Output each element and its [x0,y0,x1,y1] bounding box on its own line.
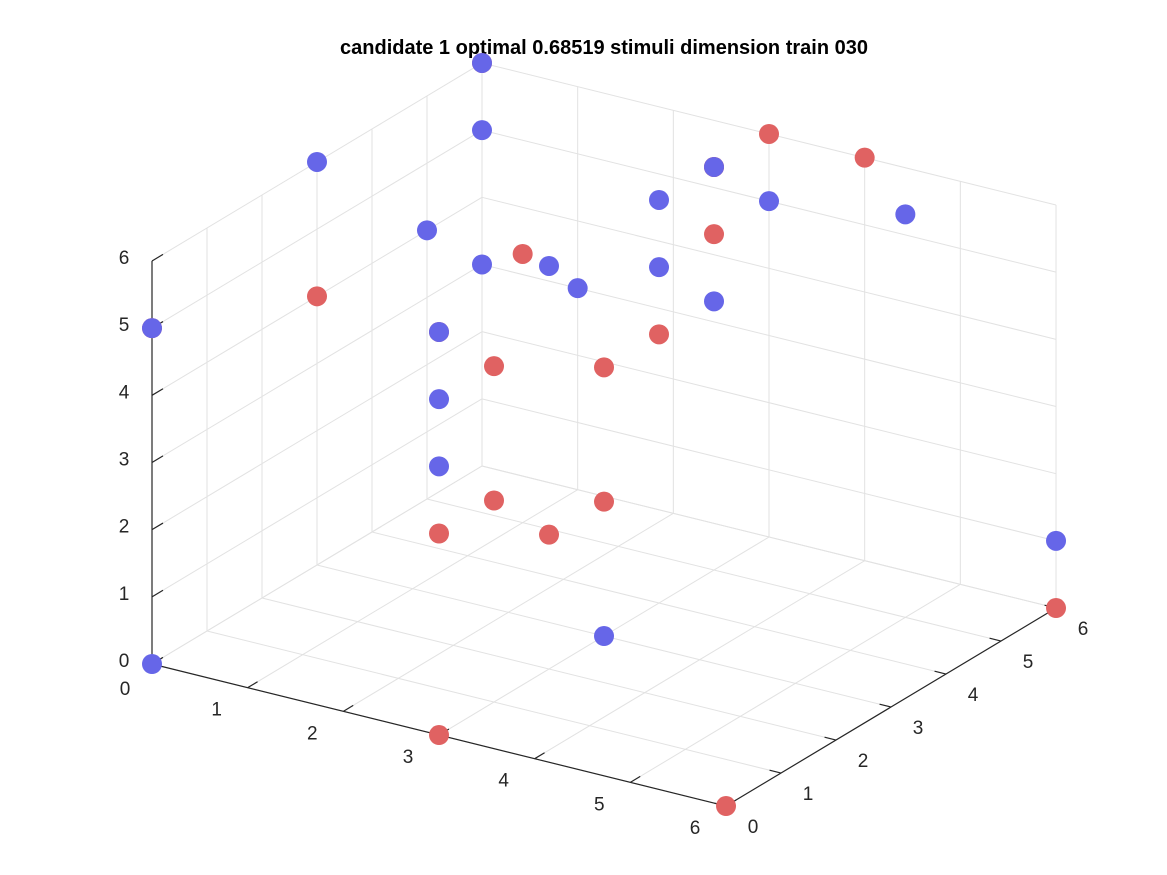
grid-line [206,630,782,774]
grid-line [371,531,947,675]
z-tick [151,253,164,262]
data-point-blue [594,626,615,647]
grid-line [481,331,1057,475]
z-tick [151,589,164,598]
y-tick [879,703,892,708]
data-point-red [539,524,560,545]
x-tick-label: 1 [211,700,222,721]
z-tick-label: 1 [119,584,130,605]
data-point-blue [417,220,437,241]
data-point-red [429,725,450,746]
grid-line [261,597,837,741]
data-point-red [307,286,327,307]
data-point-red [854,147,875,168]
tick-label-layer: 0 1 2 3 4 5 6 0 1 2 3 4 5 6 0 1 2 3 4 5 6 [119,248,1089,839]
grid-line [426,498,1002,642]
y-tick-label: 6 [1078,619,1089,640]
grid-line [481,465,1057,609]
z-tick-label: 2 [119,517,130,538]
data-point-blue [429,389,450,410]
z-tick [151,522,164,531]
x-tick-label: 2 [307,723,318,744]
grid-line [481,196,1057,340]
data-point-blue [704,291,725,312]
chart-title: candidate 1 optimal 0.68519 stimuli dime… [340,37,868,59]
data-point-blue [472,254,492,275]
z-tick-label: 5 [119,315,130,336]
z-tick-label: 3 [119,450,130,471]
data-point-red [704,224,725,245]
z-tick-label: 0 [119,651,130,672]
x-tick [247,681,258,689]
z-tick-label: 6 [119,248,130,269]
data-point-blue [759,191,780,212]
data-point-blue [472,52,492,73]
y-tick [934,670,947,675]
data-point-blue [649,257,670,278]
data-point-red [1046,598,1067,619]
data-point-blue [472,120,492,141]
data-point-red [512,243,533,264]
data-point-blue [567,278,588,299]
data-point-red [649,324,670,345]
data-point-blue [307,151,327,172]
y-tick-label: 5 [1023,652,1034,673]
x-tick-label: 0 [120,679,131,700]
data-point-blue [429,456,450,477]
data-point-red [716,796,737,817]
x-tick [534,752,545,760]
grid-line [151,264,483,463]
x-tick [630,775,641,783]
data-point-blue [649,189,670,210]
data-point-red [484,356,505,377]
data-point-red [429,523,450,544]
grid-line [151,331,483,531]
data-point-blue [142,318,162,339]
grid-layer [151,62,1057,807]
data-point-red [594,491,615,512]
data-points-layer [142,52,1067,817]
x-tick-label: 3 [403,747,414,768]
data-point-blue [142,654,162,674]
y-tick [769,769,782,774]
z-tick-label: 4 [119,382,130,403]
grid-line [481,398,1057,542]
data-point-blue [539,255,560,276]
data-point-red [759,123,780,144]
x-tick [343,704,354,712]
z-tick [151,455,164,464]
data-point-blue [895,204,916,225]
y-tick [989,637,1002,642]
grid-line [151,398,483,598]
y-tick-label: 3 [913,718,924,739]
grid-line [151,129,483,329]
data-point-blue [429,321,450,342]
data-point-blue [704,156,725,177]
z-tick [151,388,164,396]
x-tick-label: 6 [690,818,701,839]
data-point-red [594,357,615,378]
y-tick-label: 0 [748,817,759,838]
y-tick [824,736,837,741]
x-tick-label: 4 [498,771,509,792]
y-tick-label: 1 [803,784,814,805]
y-tick-label: 2 [858,751,869,772]
x-tick-label: 5 [594,794,605,815]
data-point-red [484,490,505,511]
y-tick-label: 4 [968,685,979,706]
grid-line [151,465,483,665]
data-point-blue [1046,530,1067,551]
